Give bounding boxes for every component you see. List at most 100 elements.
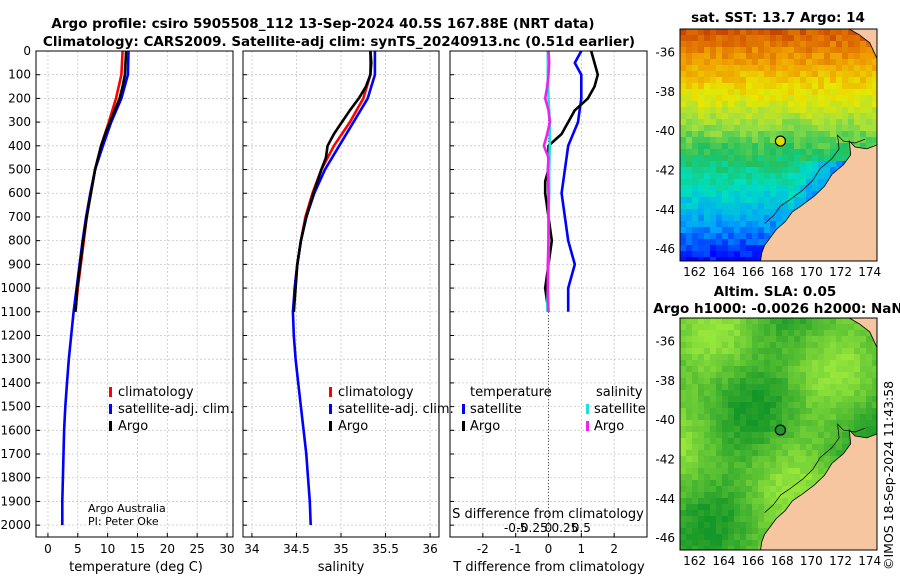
map-cell <box>722 239 728 245</box>
map-cell <box>716 444 722 450</box>
map-cell <box>704 125 710 131</box>
map-cell <box>806 71 812 77</box>
map-cell <box>848 390 854 396</box>
map-cell <box>704 468 710 474</box>
map-cell <box>788 77 794 83</box>
map-cell <box>806 53 812 59</box>
map-cell <box>806 179 812 185</box>
map-cell <box>800 444 806 450</box>
credit-pi: PI: Peter Oke <box>88 515 159 528</box>
map-cell <box>692 251 698 257</box>
map-cell <box>728 191 734 197</box>
map-cell <box>752 125 758 131</box>
map-cell <box>692 161 698 167</box>
map-cell <box>692 414 698 420</box>
map-cell <box>848 342 854 348</box>
map-cell <box>824 444 830 450</box>
map-cell <box>680 354 686 360</box>
map-cell <box>830 47 836 53</box>
map-cell <box>710 402 716 408</box>
map-cell <box>686 474 692 480</box>
map-cell <box>818 185 824 191</box>
map-cell <box>740 251 746 257</box>
y-tick-label: 1300 <box>0 352 31 366</box>
map-cell <box>722 191 728 197</box>
map-cell <box>782 185 788 191</box>
map-cell <box>686 330 692 336</box>
map-cell <box>680 516 686 522</box>
map-cell <box>704 426 710 432</box>
map-cell <box>704 71 710 77</box>
map-cell <box>680 420 686 426</box>
map-cell <box>800 414 806 420</box>
sla-map-title-line1: Altim. SLA: 0.05 <box>714 284 836 300</box>
map-cell <box>746 366 752 372</box>
map-cell <box>752 251 758 257</box>
map-cell <box>692 462 698 468</box>
map-cell <box>686 41 692 47</box>
map-cell <box>710 384 716 390</box>
map-cell <box>734 203 740 209</box>
map-cell <box>734 83 740 89</box>
map-cell <box>698 83 704 89</box>
map-cell <box>758 486 764 492</box>
salinity-legend: climatology satellite-adj. clim. Argo <box>329 385 454 434</box>
map-cell <box>788 378 794 384</box>
map-cell <box>710 209 716 215</box>
map-cell <box>758 125 764 131</box>
y-tick-label: 900 <box>8 257 31 271</box>
map-cell <box>680 107 686 113</box>
map-cell <box>806 402 812 408</box>
map-cell <box>830 324 836 330</box>
map-cell <box>746 528 752 534</box>
map-cell <box>866 59 872 65</box>
map-cell <box>812 179 818 185</box>
map-cell <box>782 203 788 209</box>
map-cell <box>758 41 764 47</box>
map-cell <box>722 65 728 71</box>
map-cell <box>758 113 764 119</box>
map-cell <box>728 197 734 203</box>
map-cell <box>764 209 770 215</box>
map-cell <box>824 35 830 41</box>
map-cell <box>770 35 776 41</box>
map-cell <box>836 342 842 348</box>
map-cell <box>698 251 704 257</box>
legend-label: Argo <box>594 419 624 434</box>
map-cell <box>836 107 842 113</box>
map-cell <box>782 438 788 444</box>
map-cell <box>740 227 746 233</box>
map-cell <box>776 35 782 41</box>
map-cell <box>812 330 818 336</box>
map-cell <box>818 426 824 432</box>
map-cell <box>824 77 830 83</box>
map-cell <box>848 41 854 47</box>
map-cell <box>752 191 758 197</box>
map-cell <box>710 113 716 119</box>
map-cell <box>710 233 716 239</box>
map-cell <box>728 462 734 468</box>
map-cell <box>704 516 710 522</box>
map-cell <box>722 41 728 47</box>
legend-label: satellite-adj. clim. <box>338 402 454 417</box>
map-cell <box>842 113 848 119</box>
x-tick-label: 36 <box>422 542 437 556</box>
map-cell <box>836 438 842 444</box>
map-cell <box>716 318 722 324</box>
map-cell <box>788 330 794 336</box>
x-tick-label: 25 <box>190 542 205 556</box>
map-cell <box>830 143 836 149</box>
map-cell <box>758 35 764 41</box>
series-line-s-argo <box>542 50 552 312</box>
map-cell <box>704 65 710 71</box>
map-cell <box>848 414 854 420</box>
map-cell <box>698 143 704 149</box>
map-cell <box>806 95 812 101</box>
map-cell <box>686 59 692 65</box>
map-cell <box>770 59 776 65</box>
map-cell <box>752 462 758 468</box>
legend-label: Argo <box>338 419 368 434</box>
map-cell <box>836 149 842 155</box>
map-cell <box>800 155 806 161</box>
